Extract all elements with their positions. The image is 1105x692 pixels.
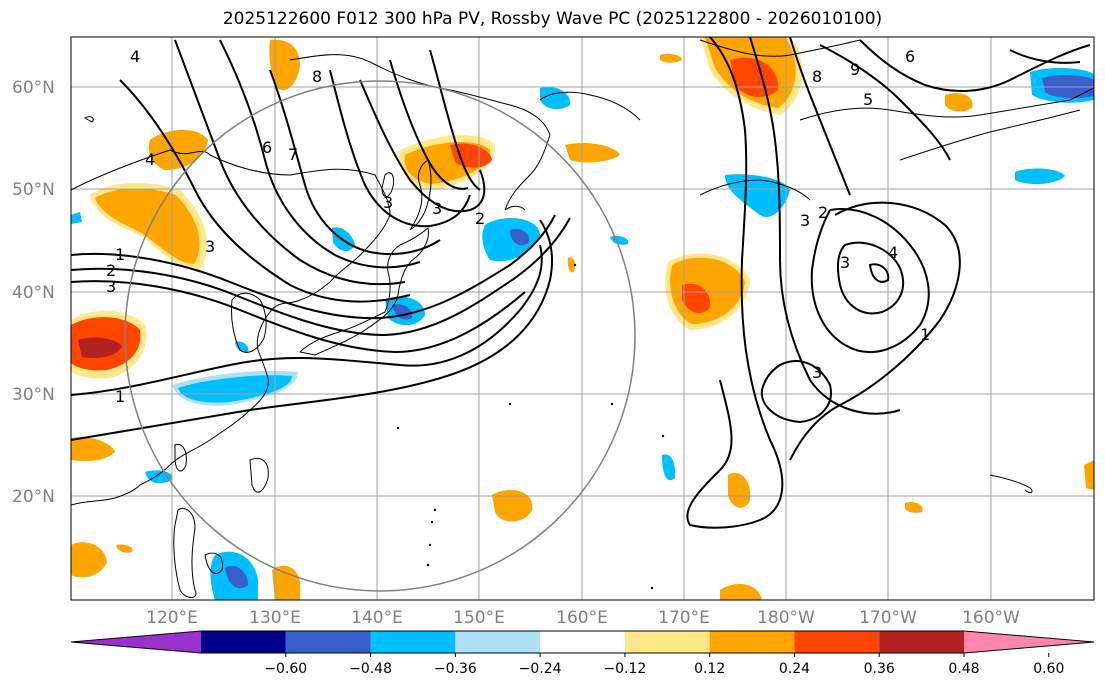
pv-contours: [71, 37, 1091, 529]
colorbar-tick-label: 0.36: [864, 661, 895, 677]
contour-label: 6: [905, 47, 915, 66]
colorbar-tick-label: −0.24: [519, 661, 562, 677]
graticule: [71, 37, 1094, 600]
colorbar-tick-label: 0.60: [1033, 661, 1064, 677]
lat-label: 40°N: [12, 283, 55, 303]
lon-label: 160°E: [556, 608, 608, 628]
map-title: 2025122600 F012 300 hPa PV, Rossby Wave …: [222, 9, 883, 29]
lon-label: 170°W: [859, 608, 917, 628]
contour-label: 3: [383, 193, 393, 212]
colorbar-tick-label: −0.12: [603, 661, 646, 677]
colorbar-tick-label: 0.24: [779, 661, 810, 677]
lat-label: 20°N: [12, 487, 55, 507]
contour-label: 4: [145, 150, 155, 169]
colorbar-tick-label: 0.48: [948, 661, 979, 677]
contour-label: 5: [863, 90, 873, 109]
contour-label: 3: [205, 237, 215, 256]
negative-anomaly-shading: [71, 68, 1094, 600]
lon-label: 140°E: [351, 608, 403, 628]
lon-label: 160°W: [962, 608, 1020, 628]
contour-label: 6: [262, 138, 272, 157]
contour-label: 1: [115, 245, 125, 264]
range-circle: [124, 80, 636, 592]
colorbar: −0.60 −0.48 −0.36 −0.24 −0.12 0.12 0.24 0.36 0.4…: [70, 630, 1095, 677]
colorbar-segment: [455, 631, 541, 653]
contour-label: 3: [812, 363, 822, 382]
contour-label: 1: [115, 387, 125, 406]
positive-anomaly-shading: [71, 37, 1094, 600]
colorbar-segment: [201, 631, 286, 653]
colorbar-extend-high: [964, 631, 1094, 653]
contour-label: 3: [106, 277, 116, 296]
lon-label: 180°W: [757, 608, 815, 628]
lon-label: 130°E: [249, 608, 301, 628]
latitude-labels: 60°N 50°N 40°N 30°N 20°N: [12, 78, 55, 507]
colorbar-tick-label: −0.60: [264, 661, 307, 677]
contour-label: 4: [888, 243, 898, 262]
contour-label: 2: [818, 203, 828, 222]
contour-label: 8: [312, 67, 322, 86]
contour-label: 3: [800, 211, 810, 230]
contour-labels: 4 8 6 7 4 3 1 2 3 1 3 3 2 8 9 6 5 3 2 3 …: [106, 47, 930, 406]
lon-label: 120°E: [146, 608, 198, 628]
colorbar-segment: [285, 631, 371, 653]
contour-label: 3: [840, 253, 850, 272]
contour-label: 2: [106, 261, 116, 280]
colorbar-tick-label: −0.36: [434, 661, 477, 677]
colorbar-tick-label: 0.12: [694, 661, 725, 677]
contour-label: 3: [432, 199, 442, 218]
contour-label: 9: [850, 60, 860, 79]
lon-label: 150°E: [453, 608, 505, 628]
lat-label: 30°N: [12, 385, 55, 405]
contour-label: 4: [130, 47, 140, 66]
colorbar-segment: [624, 631, 710, 653]
contour-label: 2: [475, 209, 485, 228]
colorbar-segment: [879, 631, 964, 653]
longitude-labels: 120°E 130°E 140°E 150°E 160°E 170°E 180°…: [146, 608, 1020, 628]
colorbar-segment: [794, 631, 880, 653]
colorbar-segment: [540, 631, 625, 653]
map-frame: [70, 36, 1095, 601]
contour-label: 8: [812, 67, 822, 86]
lat-label: 60°N: [12, 78, 55, 98]
colorbar-tick-label: −0.48: [349, 661, 392, 677]
colorbar-outline: [70, 630, 1095, 654]
colorbar-segment: [370, 631, 456, 653]
contour-label: 1: [920, 325, 930, 344]
lon-label: 170°E: [658, 608, 710, 628]
colorbar-segment: [709, 631, 795, 653]
contour-label: 7: [288, 145, 298, 164]
island-markers: [396, 263, 665, 590]
colorbar-extend-low: [71, 631, 201, 653]
lat-label: 50°N: [12, 180, 55, 200]
